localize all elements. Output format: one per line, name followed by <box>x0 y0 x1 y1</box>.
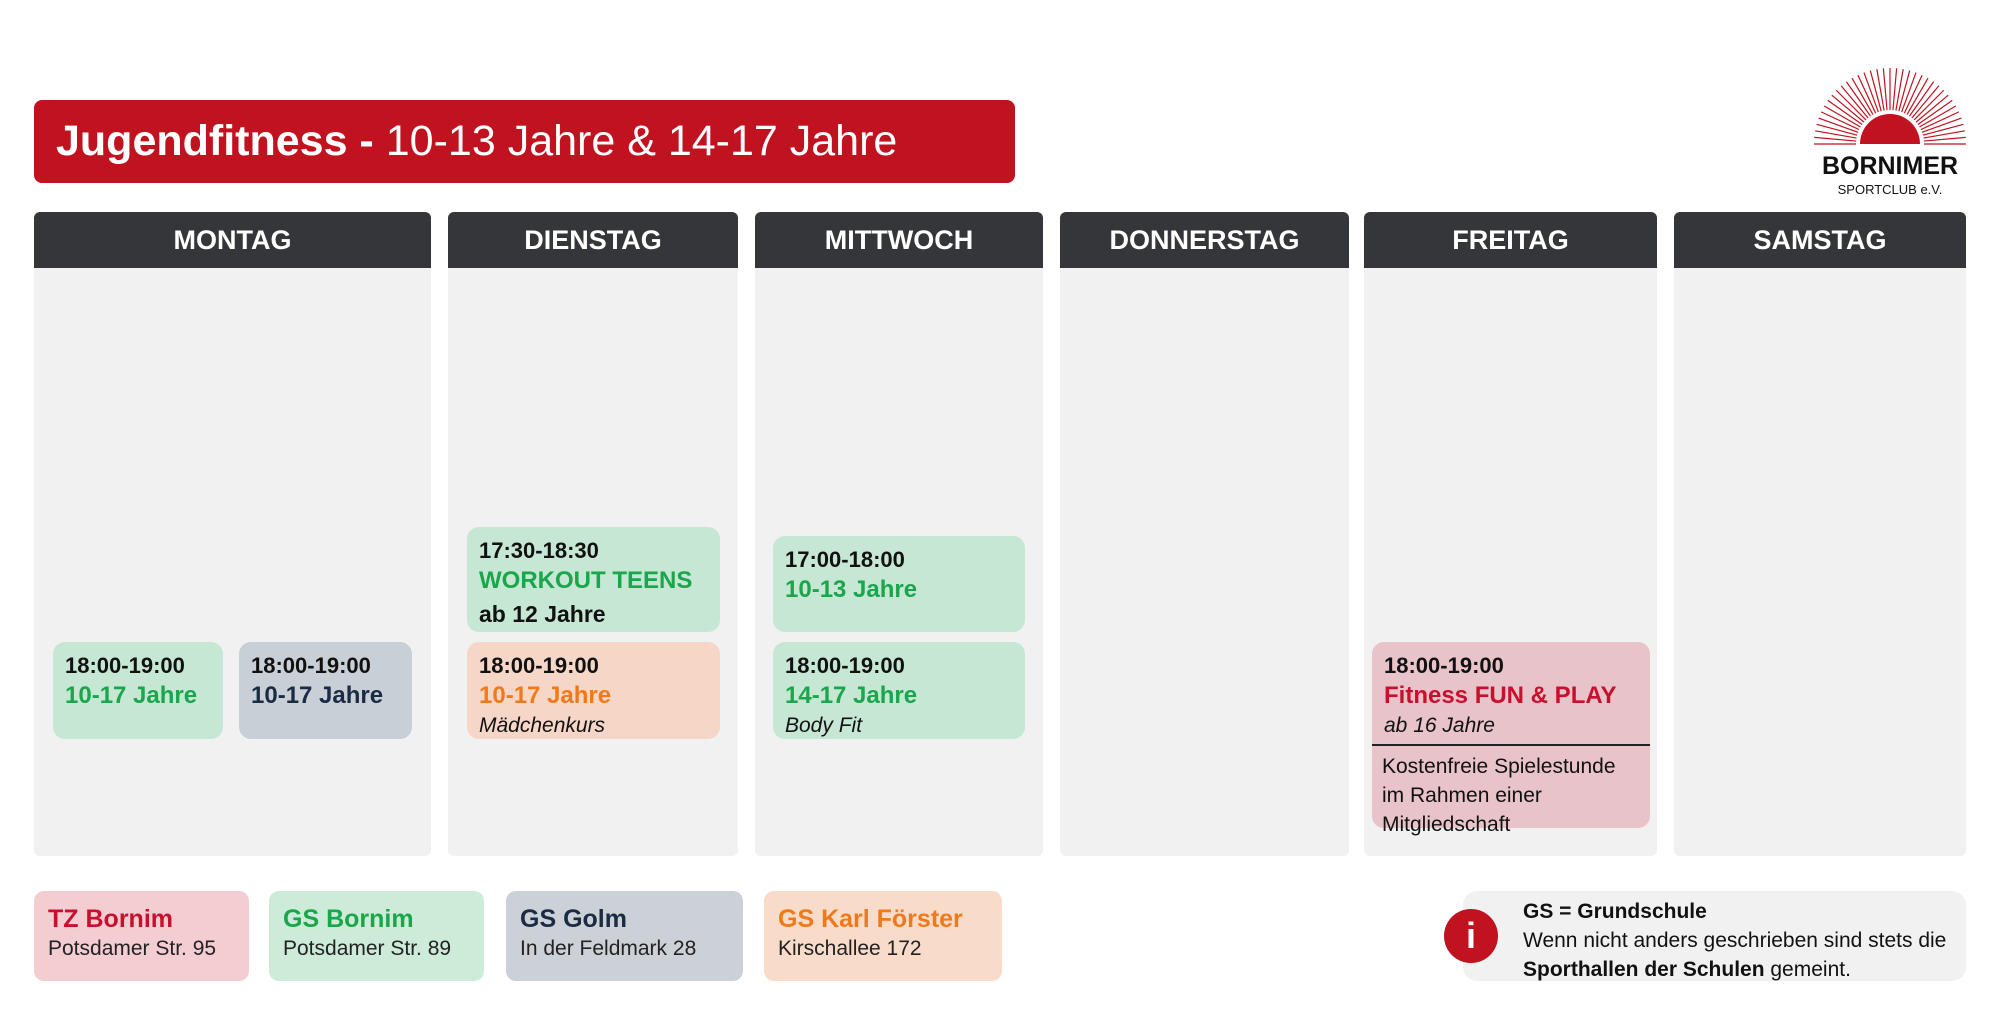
event-card: 17:30-18:30 WORKOUT TEENS ab 12 Jahre <box>467 527 720 632</box>
info-icon: i <box>1444 909 1498 963</box>
event-time: 18:00-19:00 <box>785 653 905 678</box>
day-header: FREITAG <box>1364 212 1657 268</box>
event-time: 18:00-19:00 <box>251 653 371 678</box>
event-card: 18:00-19:00 10-17 Jahre Mädchenkurs <box>467 642 720 739</box>
info-box: i GS = Grundschule Wenn nicht anders ges… <box>1444 891 1966 984</box>
event-sub: ab 12 Jahre <box>479 601 606 627</box>
event-note: ab 16 Jahre <box>1384 714 1495 737</box>
day-header: MONTAG <box>34 212 431 268</box>
info-text-part: gemeint. <box>1764 958 1851 981</box>
legend-name: TZ Bornim <box>48 905 173 933</box>
legend-name: GS Karl Förster <box>778 905 963 933</box>
event-title: WORKOUT TEENS <box>479 567 693 594</box>
day-header: DONNERSTAG <box>1060 212 1349 268</box>
info-text-part: Wenn nicht anders geschrieben sind stets… <box>1523 929 1947 952</box>
legend-item: GS Golm In der Feldmark 28 <box>506 891 743 981</box>
title-regular: 10-13 Jahre & 14-17 Jahre <box>385 117 898 165</box>
event-extra: Kostenfreie Spielestunde im Rahmen einer… <box>1372 744 1650 839</box>
event-card: 17:00-18:00 10-13 Jahre <box>773 536 1025 632</box>
event-card: 18:00-19:00 10-17 Jahre <box>239 642 412 739</box>
event-time: 17:00-18:00 <box>785 547 905 572</box>
legend-name: GS Bornim <box>283 905 414 933</box>
day-column <box>1674 268 1966 856</box>
event-title: 10-17 Jahre <box>479 682 612 709</box>
legend-address: Potsdamer Str. 95 <box>48 937 217 960</box>
legend-name: GS Golm <box>520 905 627 933</box>
day-header: SAMSTAG <box>1674 212 1966 268</box>
info-text: Wenn nicht anders geschrieben sind stets… <box>1523 926 1963 984</box>
event-time: 18:00-19:00 <box>479 653 599 678</box>
logo-sub: SPORTCLUB e.V. <box>1838 182 1943 197</box>
logo: BORNIMER SPORTCLUB e.V. <box>1814 68 1966 197</box>
event-card: 18:00-19:00 14-17 Jahre Body Fit <box>773 642 1025 739</box>
title-bar: Jugendfitness -10-13 Jahre & 14-17 Jahre <box>34 100 1015 183</box>
event-title: 10-17 Jahre <box>251 682 384 709</box>
day-column <box>34 268 431 856</box>
event-card: 18:00-19:00 Fitness FUN & PLAY ab 16 Jahre… <box>1372 642 1650 836</box>
info-text-bold: Sporthallen der Schulen <box>1523 958 1765 981</box>
event-card: 18:00-19:00 10-17 Jahre <box>53 642 223 739</box>
day-header: DIENSTAG <box>448 212 738 268</box>
info-icon-text: i <box>1466 915 1476 956</box>
event-note: Mädchenkurs <box>479 714 606 737</box>
legend-address: In der Feldmark 28 <box>520 937 697 960</box>
legend-item: GS Karl Förster Kirschallee 172 <box>764 891 1002 981</box>
event-time: 18:00-19:00 <box>1384 653 1504 678</box>
event-time: 17:30-18:30 <box>479 538 599 563</box>
legend-item: GS Bornim Potsdamer Str. 89 <box>269 891 484 981</box>
day-header: MITTWOCH <box>755 212 1043 268</box>
event-time: 18:00-19:00 <box>65 653 185 678</box>
day-column <box>1060 268 1349 856</box>
event-title: Fitness FUN & PLAY <box>1384 682 1617 709</box>
title-bold: Jugendfitness - <box>56 117 374 165</box>
event-title: 14-17 Jahre <box>785 682 918 709</box>
event-title: 10-17 Jahre <box>65 682 198 709</box>
info-title: GS = Grundschule <box>1523 900 1707 923</box>
legend-address: Kirschallee 172 <box>778 937 922 960</box>
legend-address: Potsdamer Str. 89 <box>283 937 452 960</box>
event-title: 10-13 Jahre <box>785 576 918 603</box>
logo-name: BORNIMER <box>1822 152 1958 180</box>
event-note: Body Fit <box>785 714 863 737</box>
legend-item: TZ Bornim Potsdamer Str. 95 <box>34 891 249 981</box>
